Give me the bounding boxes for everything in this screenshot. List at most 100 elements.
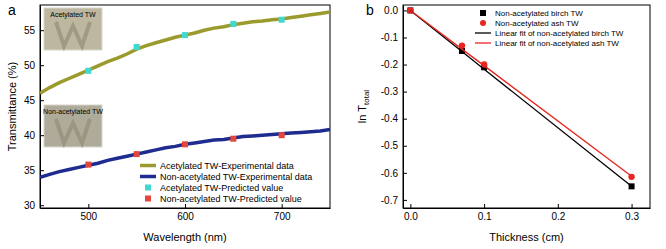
legend-entry: Linear fit of non-acetylated birch TW <box>475 29 624 38</box>
data-point <box>279 132 285 138</box>
panel: 0.00.10.20.30.0-0.1-0.2-0.3-0.4-0.5-0.6-… <box>356 2 651 243</box>
plot-frame <box>40 5 330 208</box>
tick-label: 45 <box>24 95 36 106</box>
series-line <box>410 10 631 176</box>
y-axis-title-main: ln T <box>356 105 368 123</box>
tick: 55 <box>24 25 44 36</box>
data-point <box>230 21 236 27</box>
tick-mark <box>403 173 407 174</box>
tick-label: 50 <box>24 60 36 71</box>
series-line <box>40 130 330 178</box>
y-axis-title: Transmittance (%) <box>6 62 18 151</box>
y-axis-title: ln Ttotal <box>356 90 371 123</box>
x-axis: 0.0 0.1 0.2 0.3 <box>404 204 651 222</box>
legend-label: Acetylated TW-Experimental data <box>160 161 294 171</box>
panel-label: a <box>8 2 16 18</box>
tick-mark <box>484 204 485 208</box>
tick-mark <box>40 205 44 206</box>
legend-entry: Non-acetylated ash TW <box>480 19 579 28</box>
tick-label: 0.0 <box>384 5 398 16</box>
legend-label: Linear fit of non-acetylated birch TW <box>495 29 624 38</box>
tick: 0.0 <box>404 204 418 222</box>
tick: 0.0 <box>384 5 407 16</box>
legend: Acetylated TW-Experimental dataNon-acety… <box>140 161 312 204</box>
legend-entry: Non-acetylated birch TW <box>480 9 583 18</box>
x-axis: 500 600 700 <box>41 204 331 222</box>
tick: 700 <box>274 204 291 222</box>
inset-image <box>44 8 102 50</box>
series-line <box>40 12 330 93</box>
tick: 45 <box>24 95 44 106</box>
tick-mark <box>40 135 44 136</box>
tick-label: 55 <box>24 25 36 36</box>
legend-entry: Linear fit of non-acetylated ash TW <box>475 39 619 48</box>
inset-shape <box>56 22 90 46</box>
tick-label: 30 <box>24 200 36 211</box>
panel: Acetylated TW Non-acetylated TW 500 600 700 3… <box>6 2 331 243</box>
tick-label: 600 <box>177 211 194 222</box>
legend-entry: Non-acetylated TW-Predicted value <box>145 194 302 204</box>
tick: 50 <box>24 60 44 71</box>
data-point <box>134 151 140 157</box>
tick: 30 <box>24 200 44 211</box>
tick-label: -0.7 <box>381 195 399 206</box>
series-line <box>410 10 631 186</box>
legend-symbol <box>480 10 486 16</box>
plot-area <box>407 7 635 189</box>
legend-label: Non-acetylated ash TW <box>495 19 579 28</box>
tick: 35 <box>24 165 44 176</box>
inset: Acetylated TW <box>44 8 102 50</box>
legend-entry: Acetylated TW-Predicted value <box>145 183 283 193</box>
legend-symbol <box>480 20 486 26</box>
legend-symbol <box>145 185 151 191</box>
tick-label: 35 <box>24 165 36 176</box>
tick: 600 <box>177 204 194 222</box>
tick-label: 700 <box>274 211 291 222</box>
tick-mark <box>403 200 407 201</box>
data-point <box>182 141 188 147</box>
tick-label: 500 <box>80 211 97 222</box>
tick-label: 0.0 <box>404 211 418 222</box>
panel-label: b <box>366 2 374 18</box>
legend-label: Linear fit of non-acetylated ash TW <box>495 39 619 48</box>
data-point <box>134 44 140 50</box>
tick-mark <box>632 204 633 208</box>
data-point <box>182 32 188 38</box>
tick-mark <box>403 65 407 66</box>
tick: 0.1 <box>478 204 492 222</box>
legend-symbol <box>475 32 491 33</box>
legend-entry: Acetylated TW-Experimental data <box>140 161 294 171</box>
tick-mark <box>185 204 186 208</box>
legend-label: Non-acetylated TW-Predicted value <box>160 194 302 204</box>
tick-mark <box>403 146 407 147</box>
tick: 0.3 <box>625 204 639 222</box>
tick-mark <box>40 170 44 171</box>
tick-label: -0.3 <box>381 86 399 97</box>
tick-label: 0.2 <box>551 211 565 222</box>
annotation: Acetylated TW <box>50 11 96 19</box>
tick-label: 0.3 <box>625 211 639 222</box>
tick-mark <box>40 65 44 66</box>
legend-entry: Non-acetylated TW-Experimental data <box>140 172 312 182</box>
legend-label: Acetylated TW-Predicted value <box>160 183 283 193</box>
tick-mark <box>282 204 283 208</box>
tick-label: -0.6 <box>381 168 399 179</box>
inset: Non-acetylated TW <box>43 105 103 147</box>
tick: 500 <box>80 204 97 222</box>
tick: 0.2 <box>551 204 565 222</box>
tick-mark <box>88 204 89 208</box>
data-point <box>85 162 91 168</box>
legend-label: Non-acetylated TW-Experimental data <box>160 172 312 182</box>
tick-label: -0.1 <box>381 32 399 43</box>
legend-symbol <box>140 164 156 168</box>
legend-symbol <box>475 42 491 43</box>
tick-mark <box>403 119 407 120</box>
legend-symbol <box>145 196 151 202</box>
tick-mark <box>403 10 407 11</box>
tick-mark <box>558 204 559 208</box>
tick-label: -0.4 <box>381 113 399 124</box>
tick-label: 0.1 <box>478 211 492 222</box>
inset-shape <box>56 119 90 143</box>
plot-frame <box>403 5 650 208</box>
data-point <box>230 136 236 142</box>
